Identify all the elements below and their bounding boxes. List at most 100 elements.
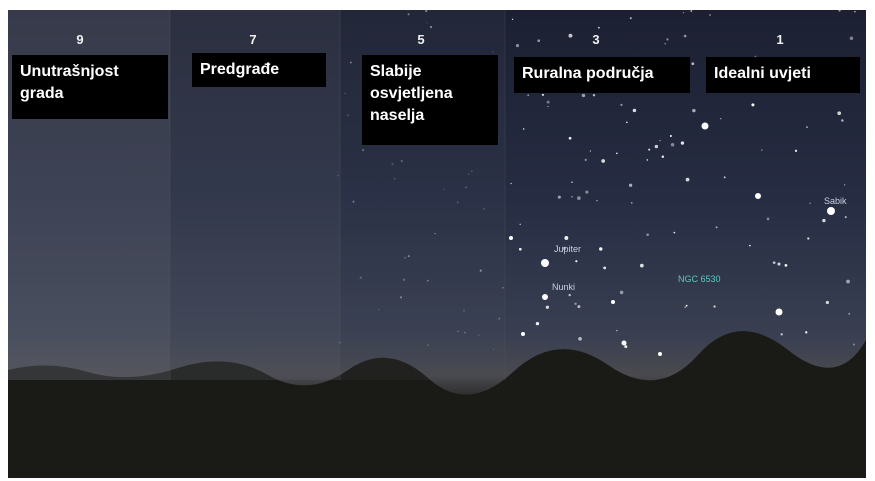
star xyxy=(848,313,850,315)
star xyxy=(826,301,829,304)
star xyxy=(593,94,595,96)
star xyxy=(761,149,762,150)
star xyxy=(853,343,855,345)
star xyxy=(519,224,520,225)
star xyxy=(541,259,549,267)
star xyxy=(846,280,850,284)
star xyxy=(633,109,636,112)
star-label: Jupiter xyxy=(554,244,581,254)
star xyxy=(751,103,754,106)
star xyxy=(527,94,529,96)
star xyxy=(629,184,632,187)
star xyxy=(631,202,633,204)
star xyxy=(558,196,561,199)
star xyxy=(686,178,690,182)
star xyxy=(686,305,688,307)
star xyxy=(626,122,628,124)
star xyxy=(510,183,511,184)
star xyxy=(599,247,602,250)
star xyxy=(542,94,544,96)
star xyxy=(713,305,715,307)
star xyxy=(542,294,548,300)
star xyxy=(578,337,582,341)
star xyxy=(666,38,668,40)
label-box: Slabije osvjetljena naselja xyxy=(362,55,498,145)
star xyxy=(684,306,686,308)
star xyxy=(577,305,580,308)
star xyxy=(547,106,548,107)
star xyxy=(620,291,624,295)
star xyxy=(720,118,721,119)
star xyxy=(749,245,751,247)
star xyxy=(850,36,854,40)
star xyxy=(611,300,615,304)
star xyxy=(781,333,783,335)
star xyxy=(596,200,598,202)
star xyxy=(837,111,841,115)
star xyxy=(512,19,513,20)
star xyxy=(795,150,797,152)
label-box: Predgrađe xyxy=(192,53,326,87)
star xyxy=(671,143,675,147)
star xyxy=(841,119,843,121)
star xyxy=(582,94,585,97)
star xyxy=(624,345,627,348)
star xyxy=(690,10,692,12)
star-label: Nunki xyxy=(552,282,575,292)
star xyxy=(655,145,658,148)
star xyxy=(616,330,617,331)
star xyxy=(569,137,572,140)
star xyxy=(575,260,577,262)
star xyxy=(809,203,810,204)
label-box: Ruralna područja xyxy=(514,57,690,93)
page: 9 7 5 3 1 Unutrašnjost grada Predgrađe S… xyxy=(0,0,875,481)
star xyxy=(716,226,718,228)
star xyxy=(670,135,672,137)
star xyxy=(658,352,662,356)
label-box: Unutrašnjost grada xyxy=(12,55,168,119)
star xyxy=(630,17,632,19)
star xyxy=(755,193,761,199)
star xyxy=(509,236,513,240)
star xyxy=(585,191,588,194)
star xyxy=(601,159,605,163)
star xyxy=(691,62,694,65)
star xyxy=(702,123,709,130)
star xyxy=(822,219,825,222)
star xyxy=(571,196,572,197)
star xyxy=(844,184,845,185)
level-number: 1 xyxy=(765,32,795,47)
star xyxy=(620,104,622,106)
star xyxy=(673,232,675,234)
star xyxy=(684,35,687,38)
star xyxy=(854,11,855,12)
level-number: 3 xyxy=(581,32,611,47)
star xyxy=(785,264,788,267)
star xyxy=(683,12,684,13)
star xyxy=(767,217,770,220)
level-number: 9 xyxy=(65,32,95,47)
star xyxy=(681,141,684,144)
star xyxy=(724,176,726,178)
star xyxy=(568,34,572,38)
star xyxy=(662,155,664,157)
sky-image: 9 7 5 3 1 Unutrašnjost grada Predgrađe S… xyxy=(8,10,866,478)
star xyxy=(564,236,568,240)
star xyxy=(709,14,711,16)
level-number: 7 xyxy=(238,32,268,47)
star xyxy=(692,109,695,112)
star xyxy=(777,262,780,265)
star xyxy=(603,266,606,269)
star xyxy=(647,159,648,160)
star xyxy=(616,153,618,155)
star xyxy=(577,196,581,200)
star xyxy=(537,39,540,42)
label-box: Idealni uvjeti xyxy=(706,57,860,93)
star xyxy=(648,149,650,151)
star xyxy=(622,341,627,346)
star xyxy=(805,331,807,333)
star-label: NGC 6530 xyxy=(678,274,721,284)
star xyxy=(598,27,600,29)
star xyxy=(585,159,587,161)
star xyxy=(547,101,550,104)
